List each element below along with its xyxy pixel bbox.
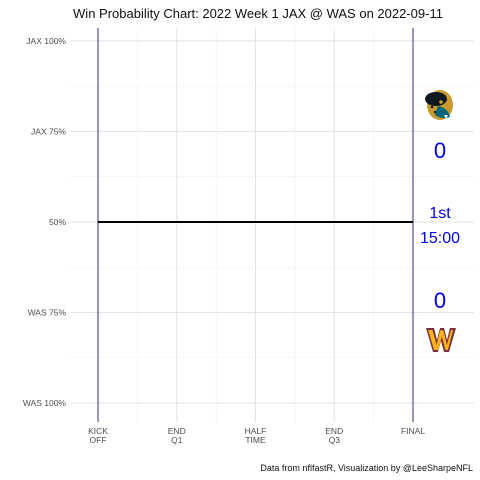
x-tick-label-line: END [168,426,186,436]
jaguar-head-mane [425,92,447,106]
commanders-w-fill [428,330,454,350]
y-tick-label: WAS 100% [23,398,67,408]
x-tick-label: END Q1 [168,426,186,445]
y-tick-label: JAX 75% [31,127,66,137]
x-tick-label-line: KICK [88,426,108,436]
x-tick-label: FINAL [401,426,425,436]
commanders-logo [426,328,456,352]
away-team-score: 0 [434,138,446,163]
x-tick-label: END Q3 [325,426,343,445]
axis-tick-labels: JAX 100% JAX 75% 50% WAS 75% WAS 100% KICK OFF… [23,36,425,445]
jaguar-spot-1 [430,105,434,109]
jaguar-spot-2 [433,110,437,114]
x-tick-label-line: Q3 [329,435,341,445]
x-tick-label-line: END [325,426,343,436]
jaguars-logo [425,90,453,120]
grid-lines [71,28,474,422]
game-clock: 15:00 [420,230,460,247]
y-tick-label: JAX 100% [26,36,66,46]
y-tick-label: 50% [49,217,66,227]
x-tick-label-line: FINAL [401,426,425,436]
x-tick-label-line: Q1 [171,435,183,445]
game-quarter: 1st [429,205,451,222]
x-tick-label-line: TIME [245,435,266,445]
x-tick-label-line: OFF [90,435,107,445]
y-tick-label: WAS 75% [28,308,67,318]
x-tick-label: HALF TIME [245,426,267,445]
chart-caption: Data from nflfastR, Visualization by @Le… [260,463,473,473]
jaguar-fang [444,115,448,119]
period-boundary-lines [97,28,414,422]
chart-title: Win Probability Chart: 2022 Week 1 JAX @… [73,6,443,21]
x-tick-label: KICK OFF [88,426,108,445]
x-tick-label-line: HALF [245,426,267,436]
jaguar-eye [439,100,443,104]
home-team-score: 0 [434,288,446,313]
